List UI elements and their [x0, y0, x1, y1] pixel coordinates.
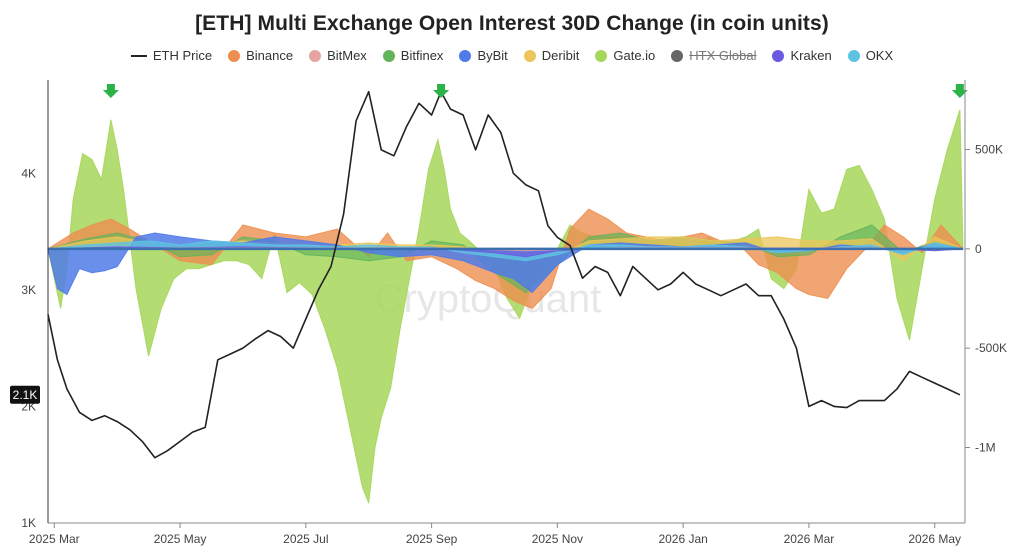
legend-swatch — [382, 49, 395, 62]
legend-item-bitfinex[interactable]: Bitfinex — [382, 48, 444, 63]
current-price-label: 2.1K — [13, 388, 38, 402]
legend-item-bybit[interactable]: ByBit — [459, 48, 508, 63]
legend-label: Kraken — [790, 48, 832, 63]
signal-markers — [102, 84, 968, 98]
legend-label: Binance — [246, 48, 294, 63]
chart-legend: ETH Price Binance BitMex Bitfinex ByBit Derib… — [0, 48, 1024, 63]
eth-price-line — [47, 90, 961, 459]
legend-swatch — [772, 49, 785, 62]
legend-item-binance[interactable]: Binance — [228, 48, 293, 63]
current-price-tag: 2.1K — [10, 385, 40, 404]
legend-item-gate-io[interactable]: Gate.io — [595, 48, 655, 63]
right-tick-label: 500K — [975, 143, 1003, 157]
left-tick-label: 3K — [21, 283, 36, 297]
area-gate-io — [47, 109, 964, 504]
signal-arrow-icon — [951, 84, 968, 98]
x-tick-label: 2026 May — [908, 532, 961, 546]
x-tick-label: 2025 Mar — [29, 532, 80, 546]
x-tick-label: 2025 Sep — [406, 532, 458, 546]
legend-label: HTX Global — [689, 48, 757, 63]
legend-item-okx[interactable]: OKX — [847, 48, 894, 63]
chart-title: [ETH] Multi Exchange Open Interest 30D C… — [195, 12, 829, 35]
legend-item-bitmex[interactable]: BitMex — [309, 48, 367, 63]
right-tick-label: -500K — [975, 341, 1007, 355]
x-tick-label: 2026 Jan — [658, 532, 707, 546]
legend-label: Gate.io — [613, 48, 656, 63]
x-tick-label: 2025 Nov — [532, 532, 583, 546]
x-tick-label: 2025 Jul — [283, 532, 328, 546]
left-tick-label: 1K — [21, 516, 36, 530]
legend-label: OKX — [865, 48, 894, 63]
legend-item-deribit[interactable]: Deribit — [523, 48, 580, 63]
legend-label: Bitfinex — [400, 48, 444, 63]
x-tick-label: 2025 May — [154, 532, 207, 546]
legend-swatch — [595, 49, 608, 62]
left-tick-label: 4K — [21, 166, 36, 180]
signal-arrow-icon — [102, 84, 119, 98]
line-eth-price — [47, 90, 961, 459]
legend-swatch — [523, 49, 536, 62]
legend-item-kraken[interactable]: Kraken — [772, 48, 832, 63]
legend-swatch — [847, 49, 860, 62]
legend-swatch — [459, 49, 472, 62]
legend-swatch — [130, 54, 147, 57]
right-tick-label: 0 — [975, 242, 982, 256]
legend-label: BitMex — [327, 48, 367, 63]
legend-swatch — [671, 49, 684, 62]
legend-swatch — [309, 49, 322, 62]
right-tick-label: -1M — [975, 441, 996, 455]
legend-label: Deribit — [541, 48, 580, 63]
x-tick-label: 2026 Mar — [784, 532, 835, 546]
right-axis: -1M -500K 0 500K — [964, 80, 1007, 523]
legend-item-htx-global[interactable]: HTX Global — [671, 48, 756, 63]
legend-label: ByBit — [477, 48, 508, 63]
legend-item-eth-price[interactable]: ETH Price — [130, 48, 213, 63]
legend-swatch — [228, 49, 241, 62]
legend-label: ETH Price — [152, 48, 213, 63]
signal-arrow-icon — [433, 84, 450, 98]
x-axis: 2025 Mar 2025 May 2025 Jul 2025 Sep 2025 Nov… — [29, 522, 965, 546]
